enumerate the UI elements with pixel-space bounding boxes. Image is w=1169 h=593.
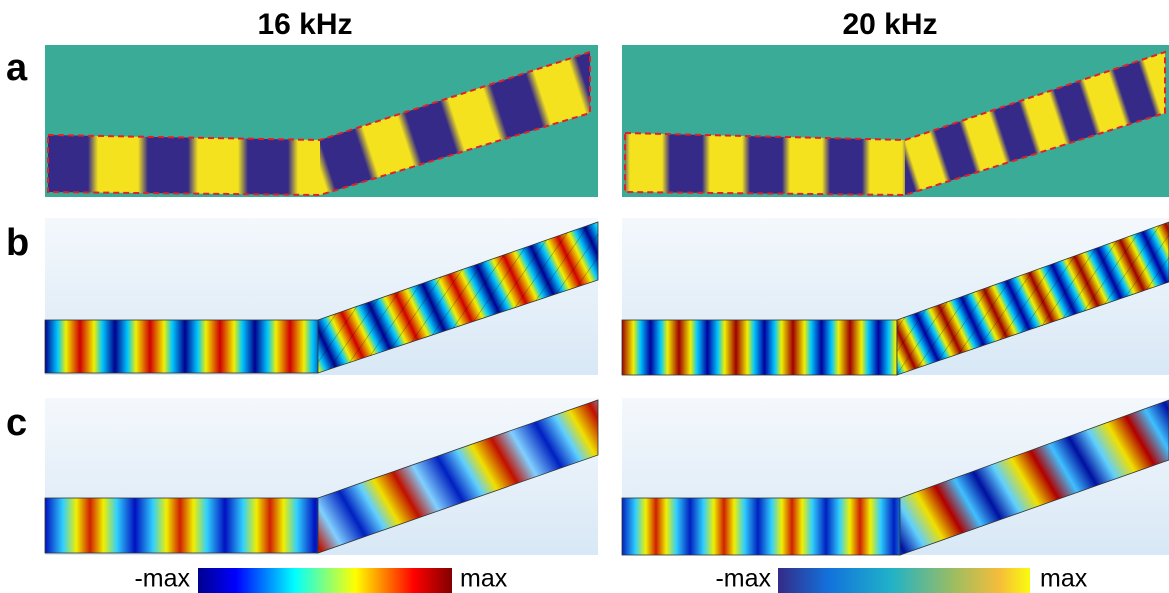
- panel-a-right: [622, 45, 1169, 197]
- column-title: 16 kHz: [257, 8, 352, 41]
- panel-b-right: [622, 218, 1169, 375]
- row-label: a: [6, 47, 28, 89]
- colorbar: [778, 568, 1030, 593]
- panel-b-left: [45, 218, 598, 375]
- row-label: b: [6, 222, 29, 264]
- colorbar: [198, 568, 452, 593]
- row-label: c: [6, 402, 27, 444]
- colorbar-max-label: max: [460, 565, 508, 593]
- colorbar-min-label: -max: [715, 565, 771, 593]
- colorbar-min-label: -max: [134, 565, 190, 593]
- panel-a-left: [45, 45, 598, 197]
- column-title: 20 kHz: [842, 8, 937, 41]
- colorbar-max-label: max: [1040, 565, 1088, 593]
- panel-c-right: [622, 398, 1169, 555]
- figure: 16 kHz 20 kHz a b c -max: [0, 0, 1169, 593]
- panel-c-left: [45, 398, 598, 555]
